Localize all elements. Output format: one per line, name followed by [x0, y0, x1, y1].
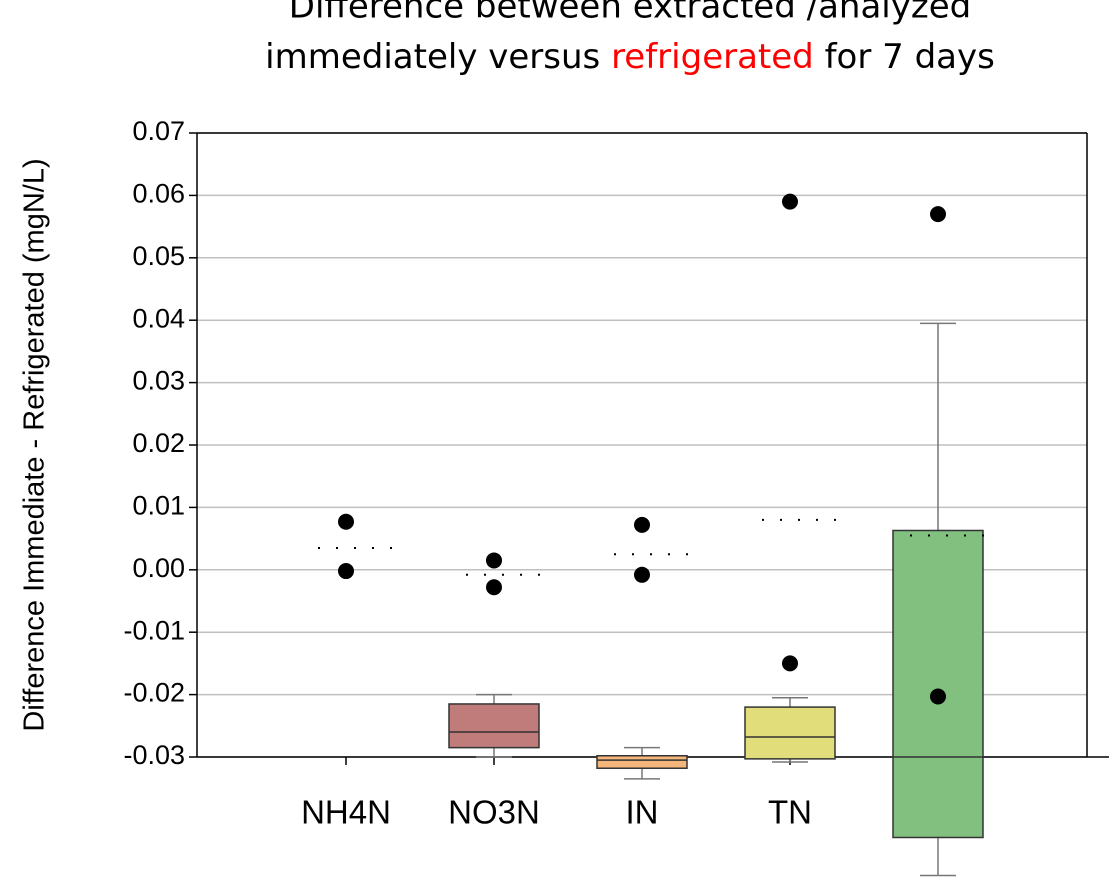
chart-title: Difference between extracted /analyzed	[289, 0, 971, 27]
box	[596, 755, 688, 769]
outlier	[338, 563, 354, 580]
y-axis-label: Difference Immediate - Refrigerated (mgN…	[19, 158, 51, 731]
outlier	[486, 579, 502, 596]
y-tick-label: -0.02	[123, 678, 185, 708]
outlier	[634, 566, 650, 583]
outlier	[634, 516, 650, 533]
outlier	[930, 688, 946, 705]
title-part: immediately versus	[265, 37, 611, 77]
y-tick-label: -0.01	[123, 615, 185, 645]
outlier	[782, 655, 798, 672]
y-tick-label: 0.05	[132, 241, 185, 271]
box	[448, 703, 540, 749]
outlier	[930, 206, 946, 223]
title-part: for 7 days	[814, 37, 995, 77]
outlier	[338, 513, 354, 530]
title-highlight: refrigerated	[611, 37, 814, 77]
x-tick-label: NH4N	[301, 794, 391, 831]
y-tick-label: 0.04	[132, 303, 185, 333]
chart-title: immediately versus refrigerated for 7 da…	[265, 37, 995, 77]
y-tick-label: 0.00	[132, 553, 185, 583]
outlier	[486, 552, 502, 569]
box	[892, 529, 984, 839]
outlier	[782, 193, 798, 210]
y-tick-label: -0.03	[123, 740, 185, 770]
x-tick-label: NO3N	[448, 794, 540, 831]
x-tick-label: TN	[768, 794, 812, 831]
y-tick-label: 0.03	[132, 366, 185, 396]
y-tick-label: 0.01	[132, 491, 185, 521]
y-tick-label: 0.02	[132, 428, 185, 458]
y-tick-label: 0.06	[132, 179, 185, 209]
x-tick-label: IN	[626, 794, 659, 831]
y-tick-label: 0.07	[132, 116, 185, 146]
box	[744, 706, 836, 760]
